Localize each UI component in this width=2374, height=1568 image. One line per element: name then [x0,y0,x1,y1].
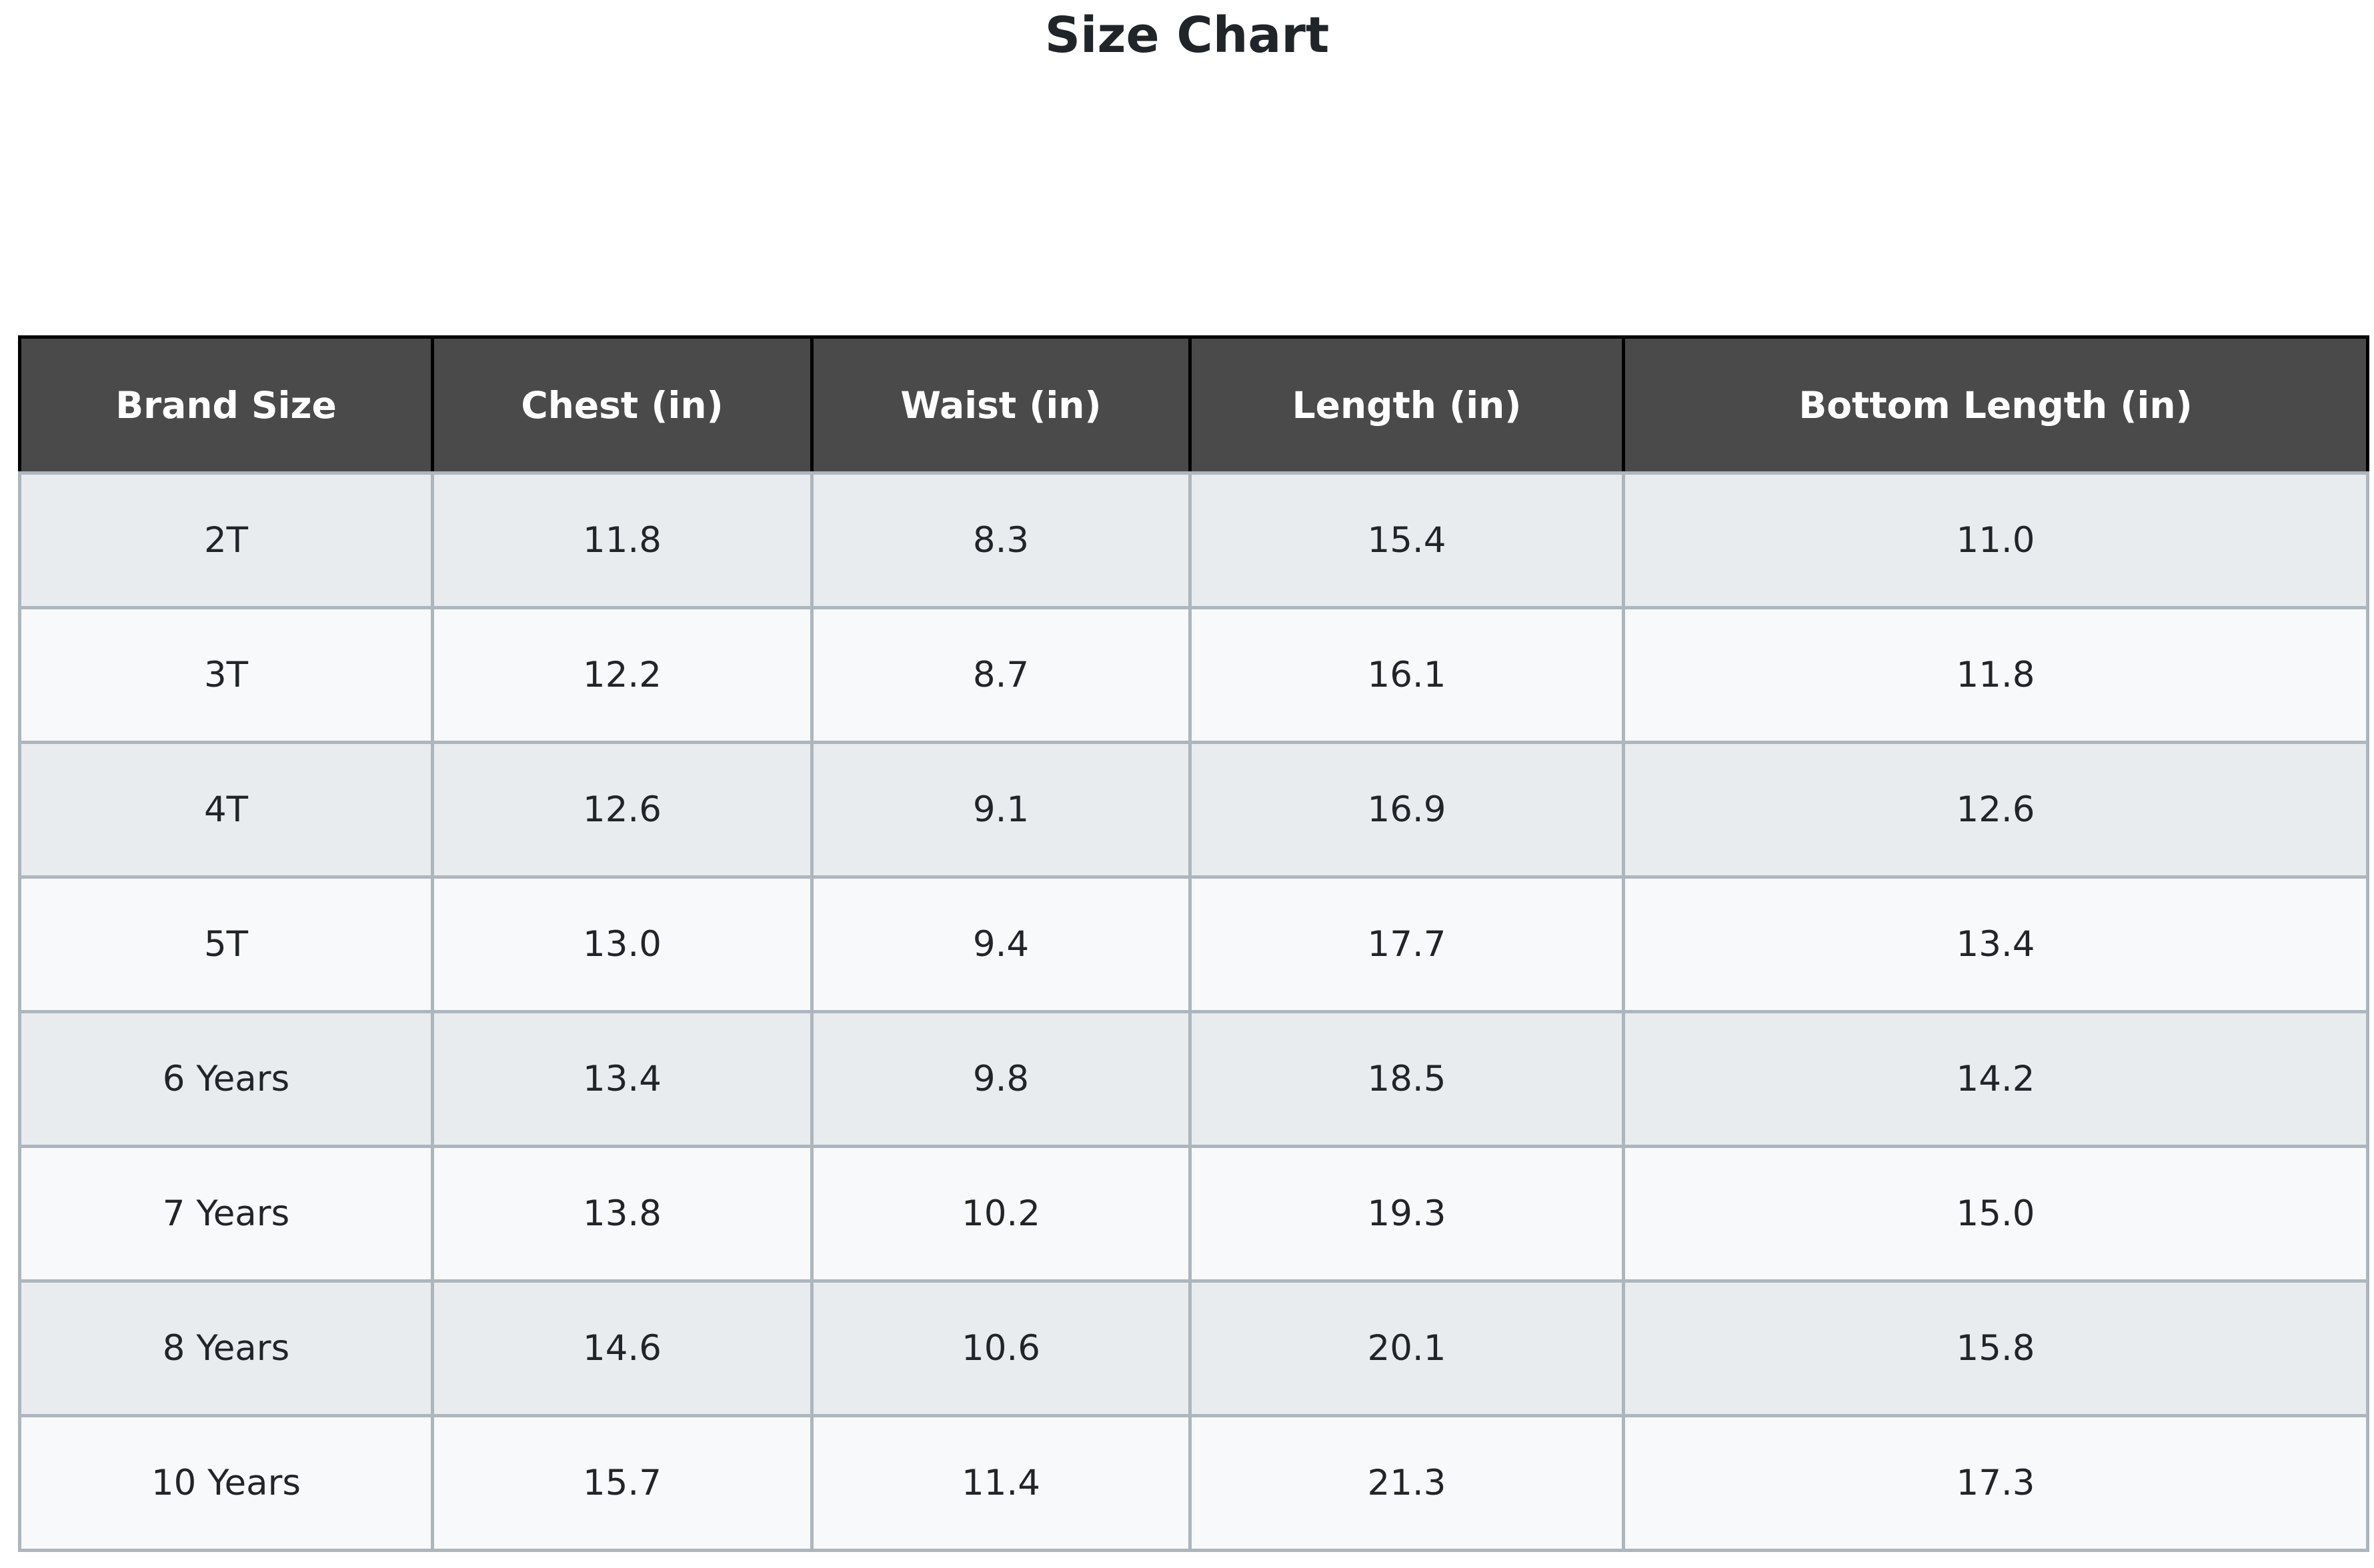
value-cell: 16.9 [1188,741,1625,879]
value-cell: 13.4 [431,1010,814,1148]
value-cell: 15.7 [431,1414,814,1552]
brand-size-cell: 7 Years [18,1145,434,1283]
value-cell: 12.6 [431,741,814,879]
value-cell: 16.1 [1188,606,1625,744]
value-cell: 14.2 [1622,1010,2369,1148]
value-cell: 17.3 [1622,1414,2369,1552]
value-cell: 12.6 [1622,741,2369,879]
table-header: Brand Size Chest (in) Waist (in) Length (in… [18,335,2369,475]
header-cell-chest-in: Chest (in) [431,335,814,475]
table-body: 2T 11.8 8.3 15.4 11.0 3T 12.2 8.7 16.1 11.8 4T 12.6… [18,471,2369,1552]
page-title: Size Chart [1044,7,1330,64]
table-row-5t: 5T 13.0 9.4 17.7 13.4 [18,875,2369,1013]
value-cell: 19.3 [1188,1145,1625,1283]
header-cell-length-in: Length (in) [1188,335,1625,475]
brand-size-cell: 5T [18,875,434,1013]
size-chart-table: Brand Size Chest (in) Waist (in) Length (in… [18,335,2369,1552]
brand-size-cell: 2T [18,471,434,609]
value-cell: 9.1 [810,741,1192,879]
header-cell-bottom-length-in: Bottom Length (in) [1622,335,2369,475]
value-cell: 9.4 [810,875,1192,1013]
table-row-10-years: 10 Years 15.7 11.4 21.3 17.3 [18,1414,2369,1552]
value-cell: 18.5 [1188,1010,1625,1148]
value-cell: 10.2 [810,1145,1192,1283]
size-chart-table-container: Brand Size Chest (in) Waist (in) Length (in… [18,335,2369,1552]
brand-size-cell: 8 Years [18,1279,434,1417]
value-cell: 14.6 [431,1279,814,1417]
value-cell: 21.3 [1188,1414,1625,1552]
value-cell: 9.8 [810,1010,1192,1148]
brand-size-cell: 3T [18,606,434,744]
value-cell: 15.8 [1622,1279,2369,1417]
table-row-3t: 3T 12.2 8.7 16.1 11.8 [18,606,2369,744]
header-cell-waist-in: Waist (in) [810,335,1192,475]
brand-size-cell: 4T [18,741,434,879]
value-cell: 15.4 [1188,471,1625,609]
value-cell: 20.1 [1188,1279,1625,1417]
value-cell: 11.8 [431,471,814,609]
value-cell: 8.3 [810,471,1192,609]
value-cell: 11.8 [1622,606,2369,744]
value-cell: 13.4 [1622,875,2369,1013]
header-cell-brand-size: Brand Size [18,335,434,475]
brand-size-cell: 6 Years [18,1010,434,1148]
table-row-2t: 2T 11.8 8.3 15.4 11.0 [18,471,2369,609]
table-row-8-years: 8 Years 14.6 10.6 20.1 15.8 [18,1279,2369,1417]
value-cell: 17.7 [1188,875,1625,1013]
value-cell: 12.2 [431,606,814,744]
table-row-7-years: 7 Years 13.8 10.2 19.3 15.0 [18,1145,2369,1283]
value-cell: 11.0 [1622,471,2369,609]
value-cell: 15.0 [1622,1145,2369,1283]
value-cell: 11.4 [810,1414,1192,1552]
value-cell: 13.0 [431,875,814,1013]
brand-size-cell: 10 Years [18,1414,434,1552]
value-cell: 10.6 [810,1279,1192,1417]
value-cell: 8.7 [810,606,1192,744]
table-row-6-years: 6 Years 13.4 9.8 18.5 14.2 [18,1010,2369,1148]
table-row-4t: 4T 12.6 9.1 16.9 12.6 [18,741,2369,879]
header-row: Brand Size Chest (in) Waist (in) Length (in… [18,335,2369,475]
value-cell: 13.8 [431,1145,814,1283]
